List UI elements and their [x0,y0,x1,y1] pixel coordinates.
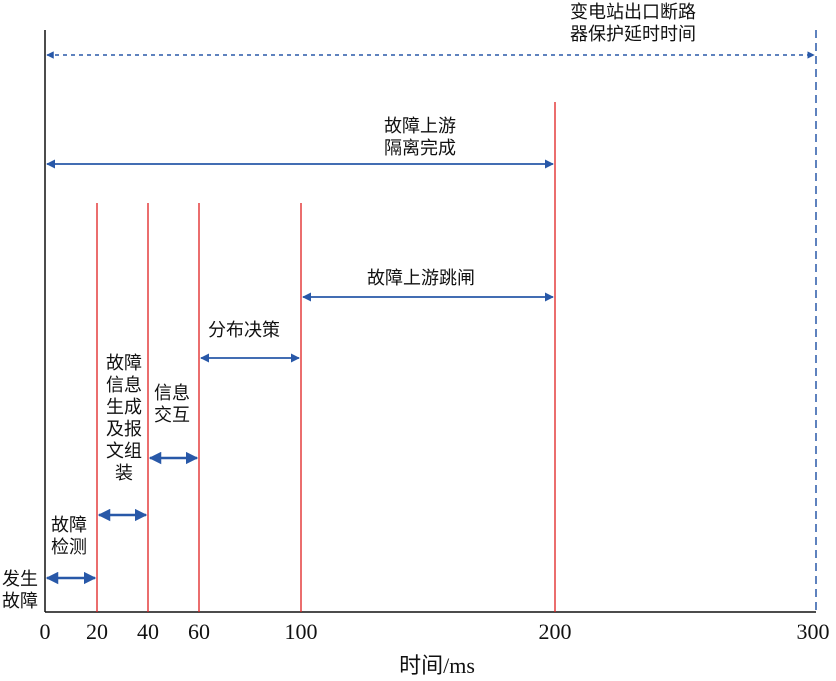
label-msg-generate-line-6: 装 [115,463,133,484]
label-substation-delay-line-1: 变电站出口断路 [570,2,696,23]
label-fault-detect-line-2: 检测 [51,537,87,558]
label-fault-occur-line-2: 故障 [2,591,38,612]
label-distributed-decision-line-1: 分布决策 [208,320,280,341]
label-upstream-trip-line-1: 故障上游跳闸 [367,268,475,289]
tick-label-200: 200 [538,619,572,644]
label-msg-generate-line-4: 及报 [106,419,142,440]
tick-label-20: 20 [86,619,108,644]
label-fault-occur: 发生 故障 [2,569,38,613]
label-msg-generate: 故障 信息 生成 及报 文组 装 [104,353,144,485]
tick-label-40: 40 [137,619,159,644]
label-distributed-decision: 分布决策 [208,320,280,342]
label-info-exchange: 信息 交互 [154,383,190,427]
label-upstream-isolation-line-1: 故障上游 [384,116,456,137]
x-axis-title: 时间/ms [399,653,475,678]
label-info-exchange-line-2: 交互 [154,405,190,426]
label-substation-delay-line-2: 器保护延时时间 [570,24,696,45]
label-fault-occur-line-1: 发生 [2,569,38,590]
label-fault-detect-line-1: 故障 [51,515,87,536]
label-info-exchange-line-1: 信息 [154,383,190,404]
label-msg-generate-line-3: 生成 [106,397,142,418]
tick-label-100: 100 [284,619,318,644]
label-msg-generate-line-5: 文组 [106,441,142,462]
label-upstream-isolation: 故障上游 隔离完成 [384,116,456,160]
label-fault-detect: 故障 检测 [51,515,87,559]
label-substation-delay: 变电站出口断路 器保护延时时间 [570,2,696,46]
label-upstream-isolation-line-2: 隔离完成 [384,138,456,159]
tick-label-60: 60 [188,619,210,644]
label-msg-generate-line-2: 信息 [106,375,142,396]
tick-label-0: 0 [39,619,51,644]
label-upstream-trip: 故障上游跳闸 [367,268,475,290]
label-msg-generate-line-1: 故障 [106,353,142,374]
tick-label-300: 300 [796,619,830,644]
